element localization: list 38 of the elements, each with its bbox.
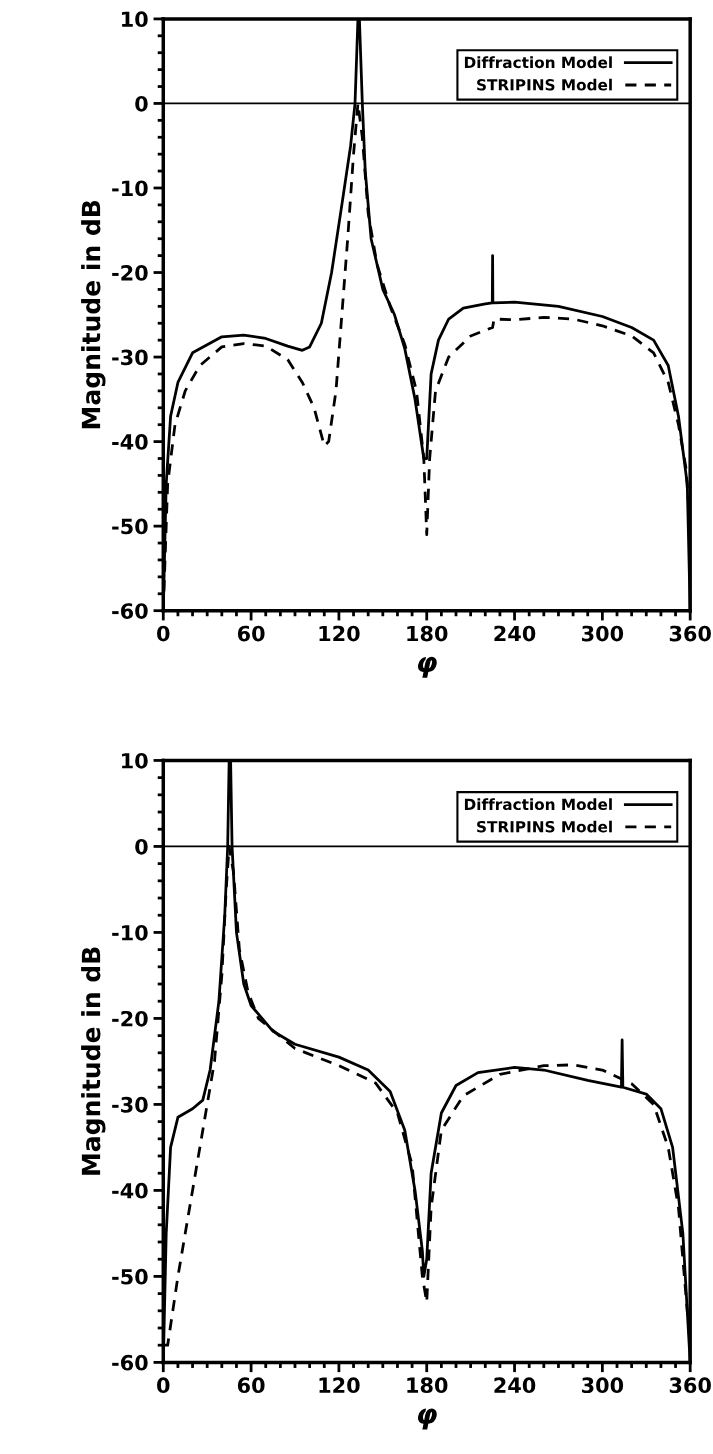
legend-label: Diffraction Model bbox=[464, 798, 612, 811]
y-axis-title: Magnitude in dB bbox=[81, 947, 106, 1175]
x-tick-label: 240 bbox=[494, 625, 536, 642]
y-tick-label: -10 bbox=[112, 180, 148, 197]
x-tick-label: 120 bbox=[319, 1377, 360, 1394]
y-tick-label: -10 bbox=[112, 924, 148, 941]
x-tick-label: 240 bbox=[494, 1377, 536, 1394]
x-tick-label: 60 bbox=[237, 1377, 265, 1394]
x-tick-label: 300 bbox=[582, 625, 624, 642]
x-tick-label: 300 bbox=[582, 1377, 624, 1394]
x-tick-label: 60 bbox=[237, 625, 265, 642]
y-tick-label: 10 bbox=[122, 11, 148, 28]
legend-label: Diffraction Model bbox=[464, 56, 612, 69]
x-tick-label: 120 bbox=[319, 625, 360, 642]
y-axis-title: Magnitude in dB bbox=[81, 200, 106, 429]
legend-label: STRIPINS Model bbox=[477, 78, 612, 91]
x-tick-label: 0 bbox=[157, 625, 170, 642]
y-tick-label: -20 bbox=[112, 1010, 148, 1027]
y-tick-label: 10 bbox=[122, 752, 148, 769]
y-tick-label: 0 bbox=[135, 95, 148, 112]
x-tick-label: 180 bbox=[407, 625, 448, 642]
y-tick-label: 0 bbox=[135, 838, 148, 855]
x-tick-label: 180 bbox=[407, 1377, 448, 1394]
x-axis-title: φ bbox=[417, 1408, 437, 1430]
y-tick-label: -30 bbox=[112, 1096, 148, 1113]
y-tick-label: -60 bbox=[112, 603, 148, 619]
y-tick-label: -40 bbox=[112, 434, 148, 450]
y-tick-label: -60 bbox=[112, 1354, 148, 1371]
x-tick-label: 360 bbox=[669, 1377, 711, 1394]
x-tick-label: 0 bbox=[157, 1377, 170, 1394]
y-tick-label: -20 bbox=[112, 264, 148, 281]
legend-label: STRIPINS Model bbox=[477, 820, 612, 833]
y-tick-label: -50 bbox=[112, 518, 148, 535]
y-tick-label: -50 bbox=[112, 1268, 148, 1285]
y-tick-label: -30 bbox=[112, 349, 148, 366]
x-tick-label: 360 bbox=[669, 625, 711, 642]
y-tick-label: -40 bbox=[112, 1182, 148, 1199]
x-axis-title: φ bbox=[417, 656, 437, 678]
